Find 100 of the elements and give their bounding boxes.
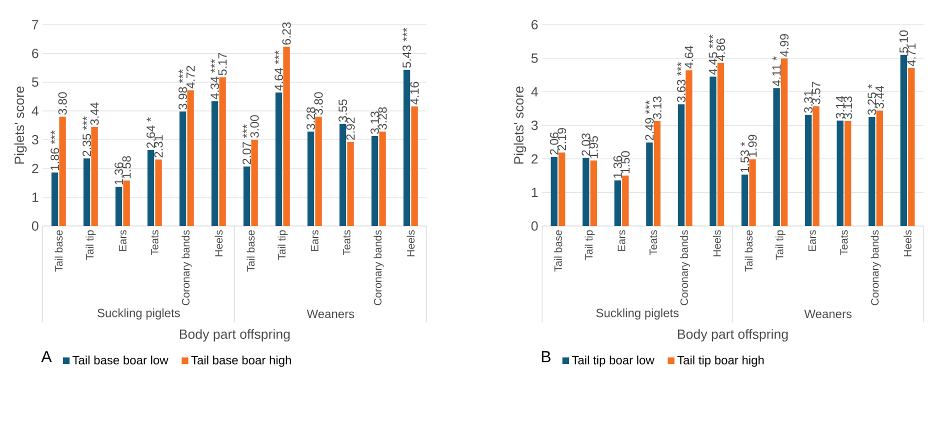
text: B	[542, 351, 550, 362]
bar	[243, 166, 250, 226]
data-label: 3.28	[306, 107, 316, 130]
data-label: 2.31	[154, 135, 163, 158]
x-tick-label: Heels	[406, 230, 415, 256]
data-label: 1.99	[748, 134, 757, 157]
data-label: 3.13	[844, 96, 852, 119]
bar	[219, 77, 226, 226]
data-label: 5.10	[899, 30, 908, 53]
data-label: 3.25 *	[868, 84, 876, 115]
data-label: 1.53 *	[740, 142, 750, 172]
data-label: 2.07 ***	[242, 124, 252, 164]
data-label: 5.17	[218, 52, 227, 76]
x-axis-title: Body part offspring	[180, 329, 290, 342]
bar	[211, 101, 218, 226]
text: Weaners	[306, 310, 354, 318]
data-label: 2.49 ***	[645, 100, 654, 140]
x-tick-label: Coronary bands	[870, 230, 881, 306]
legend-label: Tail base boar high	[191, 356, 291, 367]
bar	[315, 116, 322, 226]
bar	[558, 152, 566, 226]
x-tick-label: Teats	[650, 230, 658, 256]
y-tick-label: 1	[532, 188, 538, 198]
bar	[836, 120, 844, 226]
x-tick-label: Ears	[310, 230, 318, 251]
bar	[59, 116, 66, 226]
bar	[179, 112, 186, 226]
y-tick-label: 3	[531, 120, 538, 130]
data-label: 1.58	[122, 156, 131, 178]
data-label: 1.95	[589, 136, 598, 158]
data-label: 3.13	[370, 112, 380, 134]
bar	[686, 70, 692, 226]
data-label: 3.98 ***	[178, 69, 188, 110]
data-label: 2.35 ***	[82, 116, 92, 156]
data-label: 3.28	[378, 107, 387, 130]
data-label: 5.43 ***	[402, 28, 412, 68]
data-label: 4.64 ***	[274, 50, 284, 91]
y-tick-label: 4	[531, 87, 538, 96]
data-label: 2.92	[346, 118, 355, 140]
data-label: 3.80	[314, 92, 323, 115]
bar	[717, 62, 724, 226]
bar	[83, 158, 90, 226]
x-tick-label: Tail base	[744, 230, 753, 272]
y-axis-title: Piglets' score	[514, 86, 526, 164]
text: A	[41, 351, 52, 362]
bar	[251, 140, 258, 226]
bar	[654, 120, 661, 226]
data-label: 2.03	[582, 133, 590, 156]
y-tick-label: 1	[32, 192, 38, 202]
bar	[780, 58, 788, 226]
y-tick-label: 3	[32, 134, 38, 144]
bar	[622, 176, 629, 226]
data-label: 6.23	[282, 22, 291, 45]
y-tick-label: 5	[531, 54, 538, 63]
bar	[403, 70, 410, 226]
legend-label: Tail tip boar high	[677, 356, 764, 367]
bar	[614, 180, 622, 226]
bar	[275, 92, 282, 226]
legend-label: Tail base boar low	[72, 356, 168, 364]
bar	[876, 110, 883, 226]
text: Suckling piglets	[98, 308, 180, 320]
bar	[91, 127, 98, 226]
data-label: 2.64 *	[146, 117, 156, 148]
bar	[339, 124, 346, 226]
data-label: 3.63 ***	[676, 62, 686, 102]
bar	[900, 54, 908, 226]
x-tick-label: Tail base	[554, 230, 562, 272]
x-tick-label: Heels	[712, 230, 721, 256]
data-label: 4.11 *	[772, 56, 781, 86]
x-tick-label: Tail base	[54, 230, 63, 272]
bar	[741, 174, 748, 226]
y-tick-label: 6	[32, 48, 38, 58]
bar	[550, 156, 558, 226]
x-tick-label: Coronary bands	[374, 230, 384, 306]
bar	[123, 180, 130, 226]
bar	[155, 160, 162, 226]
x-tick-label: Coronary bands	[680, 230, 690, 306]
data-label: 3.13	[652, 96, 662, 119]
x-tick-label: Coronary bands	[182, 230, 192, 306]
y-tick-label: 0	[32, 221, 38, 231]
data-label: 3.80	[58, 92, 67, 115]
data-label: 4.71	[907, 44, 916, 66]
bar	[812, 106, 820, 226]
x-tick-label: Ears	[618, 230, 626, 251]
x-tick-label: Tail tip	[86, 230, 96, 260]
x-tick-label: Tail tip	[584, 230, 595, 260]
bar	[379, 132, 386, 226]
bar	[749, 159, 756, 226]
bar	[411, 106, 418, 226]
x-tick-label: Tail base	[246, 230, 255, 272]
bar	[844, 120, 852, 226]
bar	[710, 76, 716, 226]
data-label: 3.44	[90, 102, 99, 125]
y-tick-label: 4	[32, 106, 38, 116]
data-label: 3.57	[812, 82, 820, 104]
data-label: 1.36	[114, 162, 124, 184]
bar	[51, 172, 58, 226]
y-tick-label: 2	[32, 164, 38, 174]
bar	[678, 104, 685, 226]
x-tick-label: Teats	[840, 230, 848, 256]
